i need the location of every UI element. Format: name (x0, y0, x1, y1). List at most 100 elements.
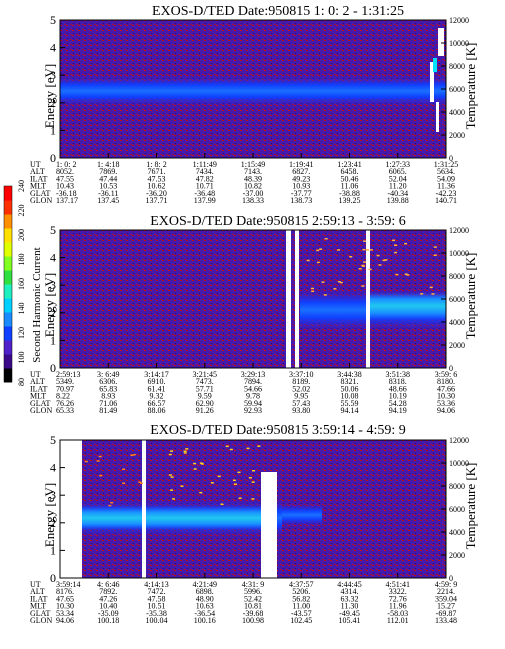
colorbar-swatch (4, 256, 12, 271)
cell-glon: 100.18 (97, 616, 119, 625)
cell-alt: 8180. (437, 377, 455, 386)
speckle-point (433, 254, 437, 256)
cell-glon: 137.71 (146, 196, 168, 205)
row-name-mlt: MLT (30, 602, 46, 611)
cell-alt: 8052. (56, 167, 74, 176)
cell-glon: 133.48 (435, 616, 457, 625)
speckle-point (170, 489, 174, 491)
speckle-point (225, 445, 229, 448)
y2-tick-label: 10000 (449, 249, 469, 258)
speckle-point (193, 468, 197, 470)
cell-glon: 88.06 (148, 406, 166, 415)
cell-glon: 138.73 (290, 196, 312, 205)
cell-glon: 105.41 (339, 616, 361, 625)
y-tick-label: 1 (50, 543, 56, 557)
y-tick-label: 4 (50, 41, 56, 55)
cell-glon: 94.19 (389, 406, 407, 415)
panel-2-y-ticks: 0 1 2 3 4 5 (50, 223, 65, 375)
speckle-point (384, 259, 388, 261)
row-name-mlt: MLT (30, 392, 46, 401)
cell-glon: 112.01 (387, 616, 409, 625)
cell-alt: 6898. (196, 587, 214, 596)
cell-ilat: 50.06 (341, 384, 359, 393)
y2-tick-label: 6000 (449, 295, 465, 304)
speckle-point (185, 448, 189, 450)
cell-mlt: 10.51 (148, 602, 166, 611)
cell-ut: 3:14:17 (144, 370, 168, 379)
cell-glon: 65.33 (56, 406, 74, 415)
speckle-point (363, 240, 367, 242)
speckle-point (324, 238, 328, 240)
cell-glat: -39.68 (243, 609, 264, 618)
colorbar-swatch (4, 242, 12, 257)
cell-mlt: 11.06 (341, 182, 359, 191)
y2-tick-label: 2000 (449, 131, 465, 140)
speckle-point (99, 474, 103, 477)
y-tick-label: 2 (50, 306, 56, 320)
cell-ilat: 47.55 (56, 174, 74, 183)
cell-ilat: 61.41 (148, 384, 166, 393)
cell-glat: 76.26 (56, 399, 74, 408)
speckle-point (382, 259, 386, 262)
cell-glat: 62.90 (196, 399, 214, 408)
panel-3-y2-ticks: 0 2000 4000 6000 8000 10000 12000 (441, 436, 469, 583)
y-tick-label: 1 (50, 123, 56, 137)
cell-mlt: 8.93 (101, 392, 115, 401)
cell-ut: 3:21:45 (193, 370, 217, 379)
cell-ilat: 359.04 (435, 594, 457, 603)
cell-alt: 6827. (292, 167, 310, 176)
cell-alt: 5349. (56, 377, 74, 386)
panel-1-y-label: Energy [eV] (42, 64, 57, 128)
cell-glon: 102.45 (290, 616, 312, 625)
cell-ilat: 47.26 (99, 594, 117, 603)
y-tick-label: 1 (50, 333, 56, 347)
cell-alt: 7434. (196, 167, 214, 176)
cell-ut: 1:23:41 (337, 160, 361, 169)
y2-tick-label: 6000 (449, 85, 465, 94)
cell-ut: 3:37:10 (289, 370, 313, 379)
speckle-point (168, 474, 172, 476)
speckle-point (238, 497, 242, 499)
cell-glon: 139.25 (339, 196, 361, 205)
speckle-point (232, 479, 236, 482)
speckle-point (394, 244, 398, 246)
cell-ut: 3:59: 6 (435, 370, 457, 379)
speckle-point (311, 290, 315, 293)
cell-ilat: 63.32 (341, 594, 359, 603)
speckle-point (248, 477, 252, 479)
speckle-point (349, 256, 353, 258)
cell-alt: 8321. (341, 377, 359, 386)
cell-ilat: 54.66 (244, 384, 262, 393)
cell-alt: 6910. (148, 377, 166, 386)
panel-1: EXOS-D/TED Date:950815 1: 0: 2 - 1:31:25… (30, 4, 478, 205)
speckle-point (362, 248, 366, 251)
cell-ut: 4:14:13 (144, 580, 168, 589)
panel-2-y2-label: Temperature [K] (463, 253, 478, 340)
speckle-point (368, 268, 372, 271)
speckle-point (361, 285, 365, 287)
row-name-ilat: ILAT (30, 594, 47, 603)
speckle-point (122, 482, 126, 484)
cell-mlt: 15.27 (437, 602, 455, 611)
cell-glat: 71.06 (99, 399, 117, 408)
y2-tick-label: 8000 (449, 272, 465, 281)
y-tick-label: 5 (50, 433, 56, 447)
speckle-point (168, 453, 172, 456)
panel-3: EXOS-D/TED Date:950815 3:59:14 - 4:59: 9… (30, 423, 478, 625)
cell-ilat: 47.82 (196, 174, 214, 183)
speckle-point (431, 293, 435, 295)
cell-glat: 57.43 (292, 399, 310, 408)
cell-glat: -35.09 (98, 609, 119, 618)
panel-2-y-label: Energy [eV] (42, 273, 57, 337)
colorbar-frame (3, 185, 13, 383)
cell-ilat: 52.04 (389, 174, 407, 183)
speckle-point (321, 281, 325, 283)
cell-ilat: 72.76 (389, 594, 407, 603)
cell-glat: -49.45 (339, 609, 360, 618)
cell-ut: 1:19:41 (289, 160, 313, 169)
speckle-point (172, 498, 176, 500)
cell-mlt: 8.22 (56, 392, 70, 401)
colorbar-swatches (4, 186, 12, 383)
cell-glat: 66.57 (148, 399, 166, 408)
